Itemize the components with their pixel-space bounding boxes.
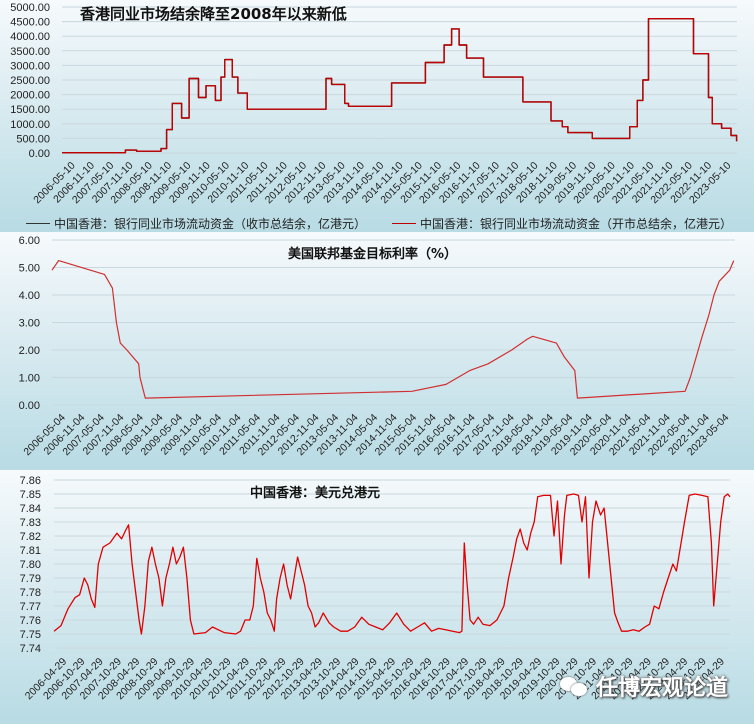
chart-panel-fed-funds-rate: 0.00 1.00 2.00 3.00 4.00 5.00 6.00 2006-05-04 20… xyxy=(0,232,754,470)
y-tick-label: 0.00 xyxy=(19,400,40,412)
y-tick-label: 2500.00 xyxy=(10,75,50,87)
chart-plot-fed-funds-rate: 0.001.002.003.004.005.006.002006-05-0420… xyxy=(19,235,735,458)
chart-panel-usd-hkd: 7.74 7.75 7.76 7.77 7.78 7.79 7.80 7.81 7.82 7.83… xyxy=(0,470,754,724)
y-tick-label: 7.85 xyxy=(20,489,41,501)
y-tick-label: 3000.00 xyxy=(10,60,50,72)
wechat-icon xyxy=(559,675,590,697)
y-tick-label: 0.00 xyxy=(29,148,50,160)
y-tick-label: 1000.00 xyxy=(10,119,50,131)
legend-line-swatch xyxy=(26,223,50,224)
y-tick-label: 500.00 xyxy=(16,133,50,145)
y-tick-label: 6.00 xyxy=(19,235,40,247)
y-tick-label: 5000.00 xyxy=(10,2,50,14)
legend-line-swatch xyxy=(392,223,416,224)
y-tick-label: 7.74 xyxy=(20,643,41,655)
watermark-text: 任博宏观论道 xyxy=(595,676,728,701)
series-line xyxy=(62,18,738,154)
y-tick-label: 7.80 xyxy=(20,559,41,571)
watermark: 任博宏观论道 xyxy=(559,670,728,702)
y-tick-label: 7.79 xyxy=(20,573,41,585)
y-tick-label: 4000.00 xyxy=(10,31,50,43)
y-tick-label: 7.77 xyxy=(20,601,41,613)
y-tick-label: 7.86 xyxy=(20,475,41,487)
series-line xyxy=(62,18,738,154)
chart-title: 美国联邦基金目标利率（%） xyxy=(288,247,458,262)
y-tick-label: 3.00 xyxy=(19,318,40,330)
y-tick-label: 7.83 xyxy=(20,517,41,529)
y-tick-label: 2.00 xyxy=(19,345,40,357)
legend-label: 中国香港：银行同业市场流动资金（收市总结余，亿港元） xyxy=(54,217,367,231)
y-tick-label: 7.75 xyxy=(20,629,41,641)
y-tick-label: 7.84 xyxy=(20,503,41,515)
y-tick-label: 4500.00 xyxy=(10,17,50,29)
legend-item-open-balance: 中国香港：银行同业市场流动资金（开市总结余，亿港元） xyxy=(392,215,732,232)
series-line xyxy=(53,493,731,635)
y-tick-label: 1500.00 xyxy=(10,104,50,116)
y-tick-label: 3500.00 xyxy=(10,46,50,58)
y-tick-label: 7.78 xyxy=(20,587,41,599)
y-tick-label: 5.00 xyxy=(19,263,40,275)
y-tick-label: 4.00 xyxy=(19,290,40,302)
y-tick-label: 7.82 xyxy=(20,531,41,543)
legend-label: 中国香港：银行同业市场流动资金（开市总结余，亿港元） xyxy=(420,217,733,231)
chart-title: 中国香港：美元兑港元 xyxy=(250,486,381,501)
chart-plot-hk-interbank-balance: 0.00 500.00 1000.00 1500.00 2000.00 2500.00 30… xyxy=(10,2,738,206)
y-tick-label: 2000.00 xyxy=(10,90,50,102)
y-tick-label: 1.00 xyxy=(19,373,40,385)
y-tick-label: 7.76 xyxy=(20,615,41,627)
legend-item-close-balance: 中国香港：银行同业市场流动资金（收市总结余，亿港元） xyxy=(26,215,366,232)
series-line xyxy=(51,260,735,399)
chart-panel-hk-interbank-balance: 0.00 500.00 1000.00 1500.00 2000.00 2500.00 30… xyxy=(0,0,754,232)
chart-title: 香港同业市场结余降至2008年以来新低 xyxy=(80,5,347,23)
y-tick-label: 7.81 xyxy=(20,545,41,557)
